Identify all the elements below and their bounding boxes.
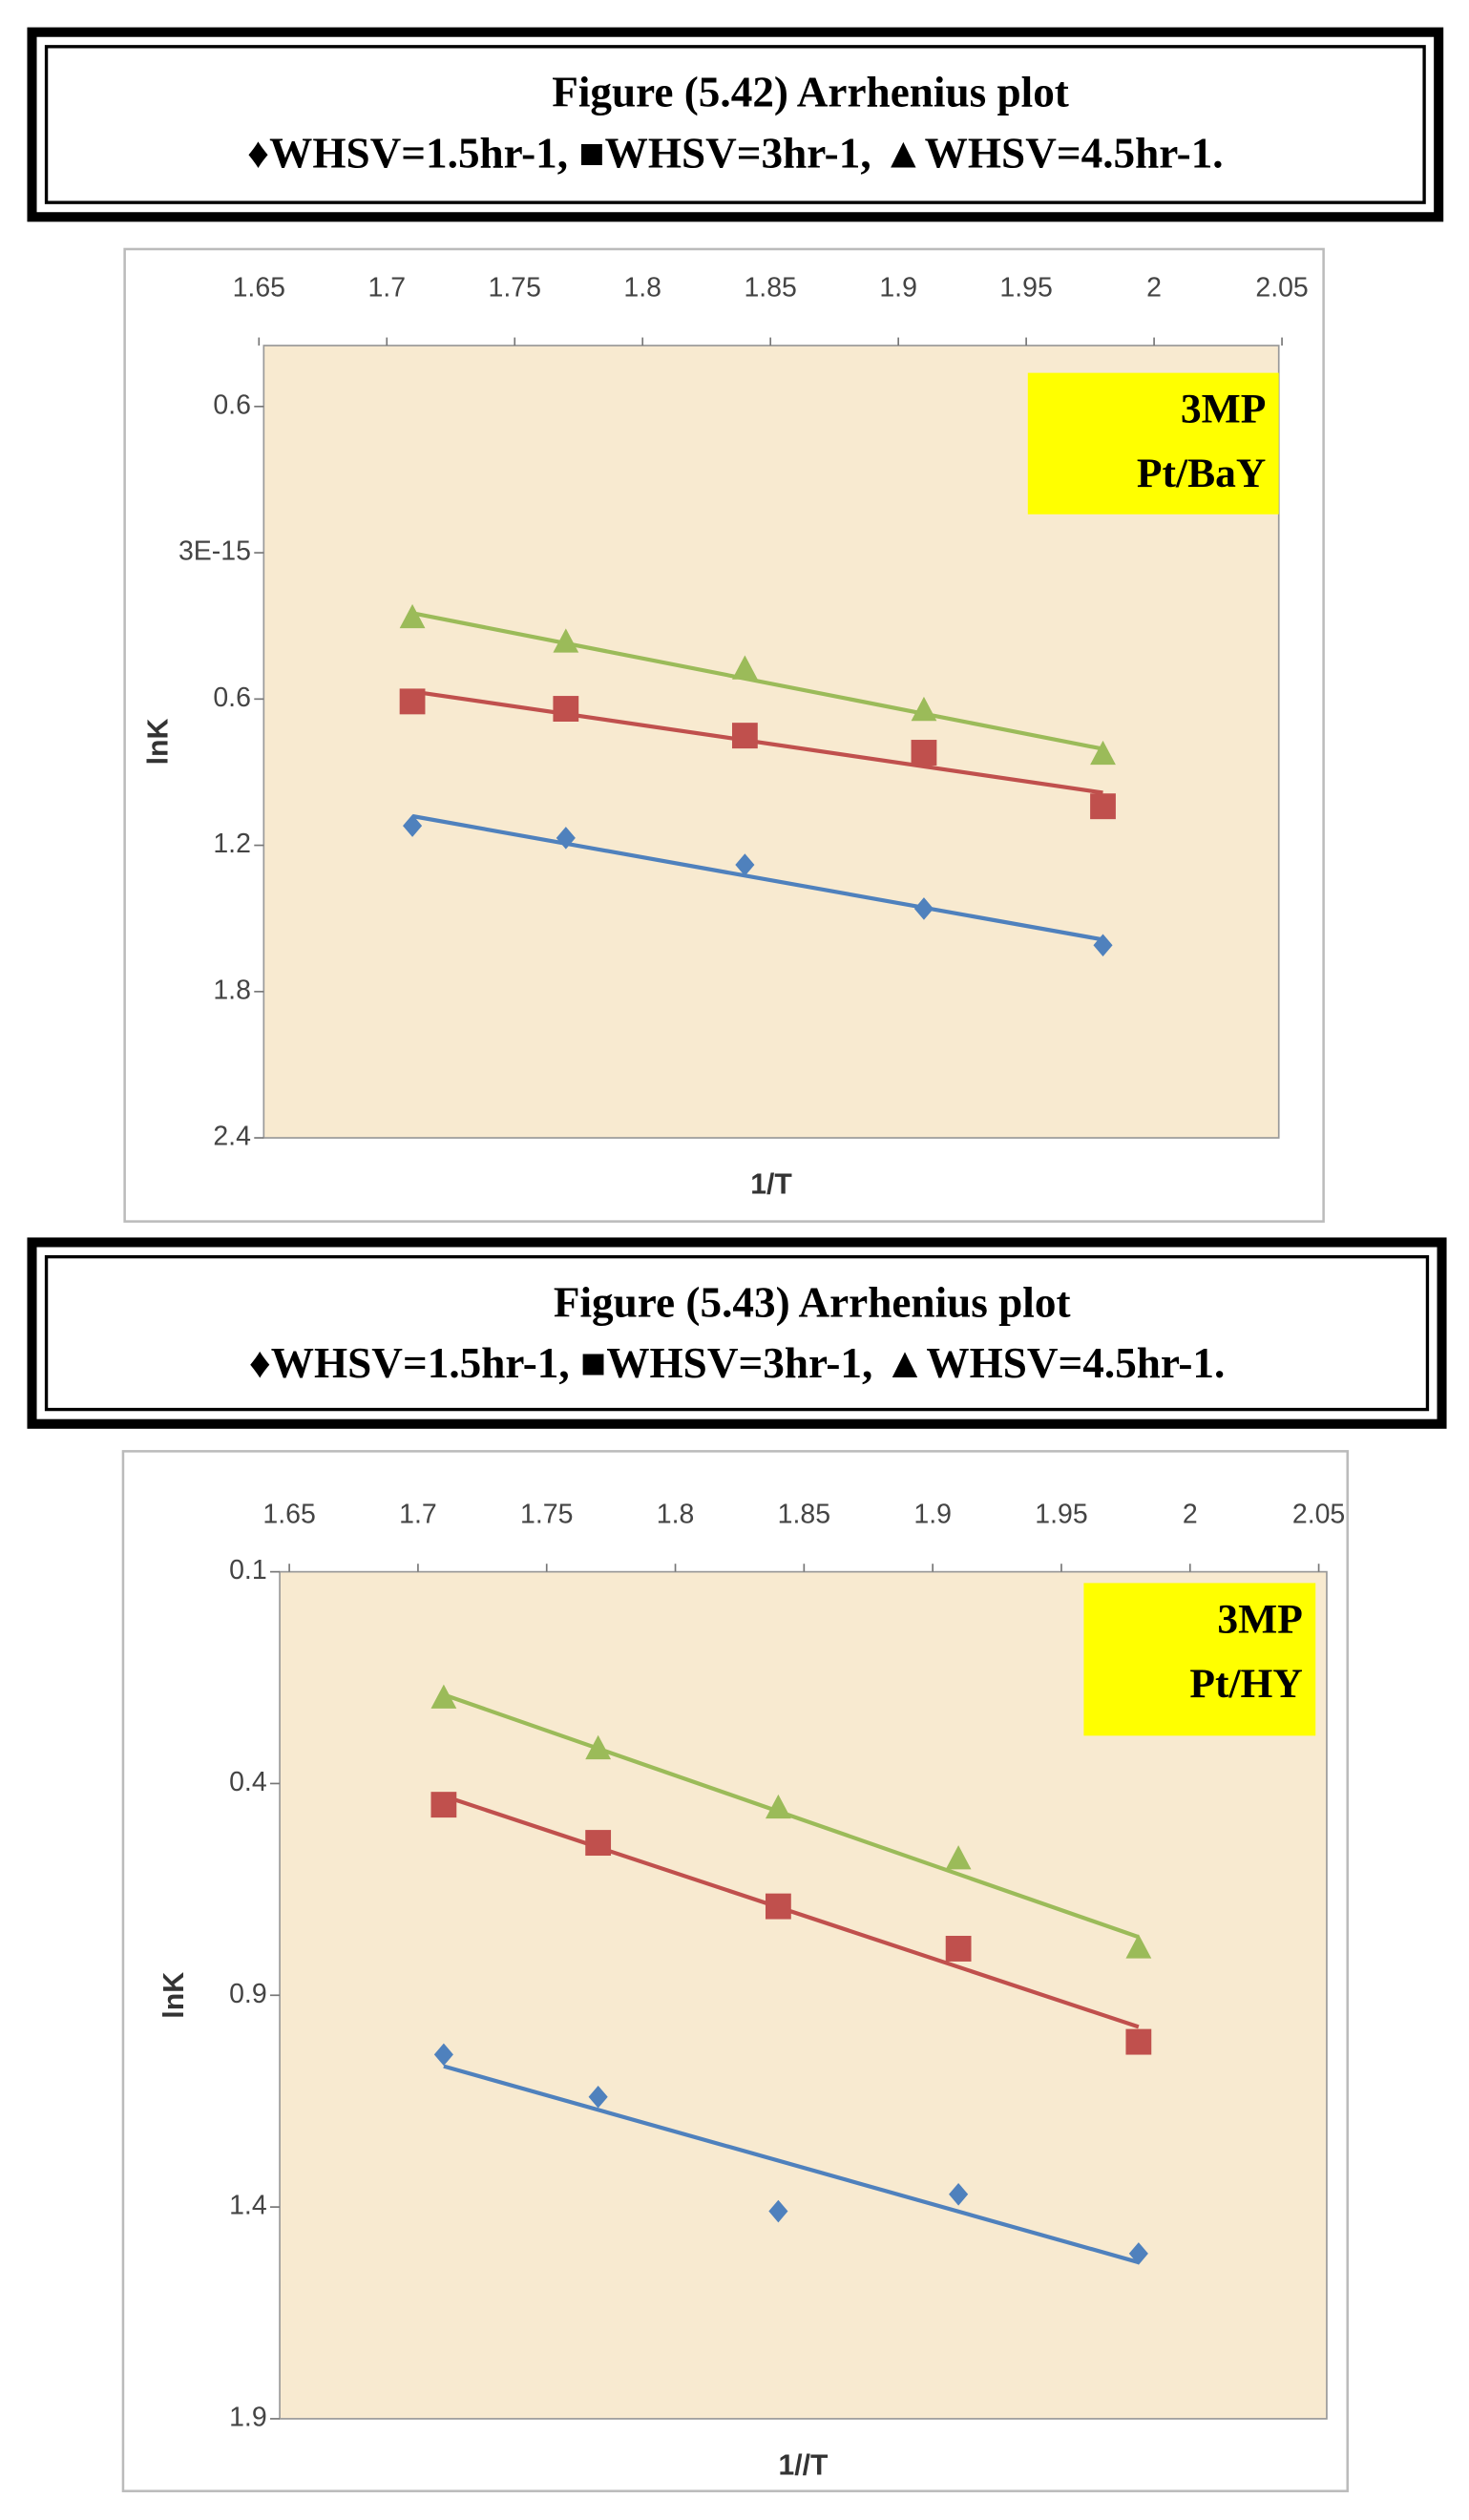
point bbox=[399, 603, 426, 629]
point bbox=[945, 1936, 972, 1962]
point bbox=[911, 696, 937, 722]
chart-title: Figure (5.42) Arrhenius plot bbox=[552, 68, 1069, 116]
y-tick-label: 1.9 bbox=[229, 2402, 267, 2432]
x-tick-label: 1.8 bbox=[657, 1499, 695, 1529]
annotation: 3MP bbox=[1181, 387, 1266, 432]
y-tick-label: 0.4 bbox=[229, 1767, 267, 1797]
point bbox=[399, 688, 426, 715]
y-axis-label: lnK bbox=[158, 1972, 190, 2019]
chart-subtitle: ♦WHSV=1.5hr-1, ■WHSV=3hr-1, ▲WHSV=4.5hr-… bbox=[247, 129, 1224, 177]
x-tick-label: 1.7 bbox=[367, 273, 406, 304]
point bbox=[1093, 934, 1113, 957]
trendline bbox=[443, 2064, 1140, 2265]
point bbox=[433, 2043, 453, 2067]
point bbox=[1090, 740, 1116, 766]
point bbox=[585, 1830, 612, 1857]
point bbox=[1125, 1934, 1152, 1959]
y-tick-label: 1.2 bbox=[213, 829, 251, 859]
x-tick-label: 1.85 bbox=[778, 1499, 830, 1529]
point bbox=[553, 628, 579, 653]
x-tick-label: 1.8 bbox=[623, 273, 661, 304]
point bbox=[731, 723, 758, 749]
chart-title: Figure (5.43) Arrhenius plot bbox=[554, 1278, 1071, 1326]
point bbox=[403, 814, 423, 837]
header-inner bbox=[44, 45, 1426, 204]
x-tick-label: 1.65 bbox=[233, 273, 285, 304]
x-tick-label: 1.95 bbox=[999, 273, 1052, 304]
point bbox=[430, 1792, 457, 1818]
point bbox=[765, 1794, 791, 1819]
point bbox=[588, 2085, 608, 2109]
x-tick-label: 2 bbox=[1183, 1499, 1198, 1529]
point bbox=[911, 740, 937, 766]
x-tick-label: 2.05 bbox=[1255, 273, 1308, 304]
y-tick-label: 0.1 bbox=[229, 1555, 267, 1586]
x-axis-label: 1/T bbox=[750, 1168, 792, 1200]
annotation: 3MP bbox=[1217, 1596, 1302, 1642]
point bbox=[585, 1734, 612, 1760]
x-tick-label: 1.75 bbox=[520, 1499, 573, 1529]
x-tick-label: 1.95 bbox=[1035, 1499, 1087, 1529]
y-tick-label: 0.9 bbox=[229, 1979, 267, 2009]
y-tick-label: 2.4 bbox=[213, 1122, 251, 1152]
x-tick-label: 1.9 bbox=[913, 1499, 952, 1529]
y-tick-label: 0.6 bbox=[213, 682, 251, 713]
annotation: Pt/HY bbox=[1189, 1661, 1302, 1707]
trendline bbox=[411, 611, 1103, 751]
point bbox=[430, 1684, 457, 1709]
trendline bbox=[411, 813, 1103, 942]
trendline bbox=[443, 1794, 1140, 2029]
y-tick-label: 0.6 bbox=[213, 389, 251, 420]
x-tick-label: 2 bbox=[1146, 273, 1162, 304]
point bbox=[945, 1845, 972, 1870]
y-tick-label: 1.4 bbox=[229, 2191, 267, 2221]
point bbox=[913, 897, 934, 920]
annotation: Pt/BaY bbox=[1137, 451, 1266, 496]
trendline bbox=[443, 1692, 1140, 1940]
annotation-box bbox=[1027, 372, 1279, 514]
x-tick-label: 1.7 bbox=[399, 1499, 437, 1529]
x-axis-label: 1//T bbox=[779, 2449, 829, 2481]
x-tick-label: 1.75 bbox=[489, 273, 541, 304]
y-tick-label: 1.8 bbox=[213, 975, 251, 1005]
point bbox=[1125, 2028, 1152, 2055]
header-frame bbox=[27, 1237, 1447, 1429]
point bbox=[553, 696, 579, 723]
x-tick-label: 1.9 bbox=[879, 273, 917, 304]
y-axis-label: lnK bbox=[142, 718, 174, 765]
x-tick-label: 1.65 bbox=[262, 1499, 315, 1529]
x-tick-label: 2.05 bbox=[1292, 1499, 1345, 1529]
x-tick-label: 1.85 bbox=[744, 273, 796, 304]
point bbox=[1090, 793, 1116, 820]
chart-subtitle: ♦WHSV=1.5hr-1, ■WHSV=3hr-1, ▲WHSV=4.5hr-… bbox=[249, 1339, 1226, 1387]
header-inner bbox=[44, 1254, 1430, 1412]
header-frame bbox=[27, 27, 1444, 222]
point bbox=[731, 655, 758, 680]
annotation-box bbox=[1083, 1583, 1316, 1736]
point bbox=[765, 1893, 791, 1920]
y-tick-label: 3E-15 bbox=[178, 536, 251, 567]
